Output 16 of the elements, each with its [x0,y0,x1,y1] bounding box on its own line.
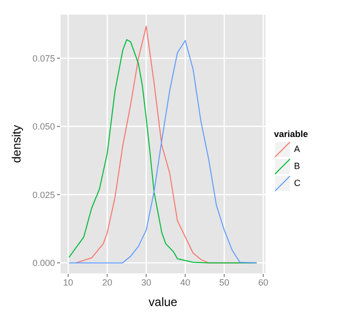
y-axis-title: density [9,124,24,164]
x-axis-title: value [148,295,178,309]
legend-label: B [294,161,300,171]
x-tick-label: 30 [141,277,152,288]
x-tick-label: 10 [63,277,74,288]
y-tick-label: 0.025 [32,190,55,200]
x-tick-label: 20 [102,277,112,288]
x-tick-label: 60 [258,277,268,288]
x-tick-label: 50 [219,277,230,288]
y-tick-label: 0.075 [32,53,55,64]
legend-label: A [294,144,300,154]
y-tick-label: 0.050 [32,122,55,132]
legend-title: variable [274,128,308,138]
x-tick-label: 40 [180,277,190,288]
legend-label: C [294,178,300,188]
y-tick-label: 0.000 [32,258,55,268]
